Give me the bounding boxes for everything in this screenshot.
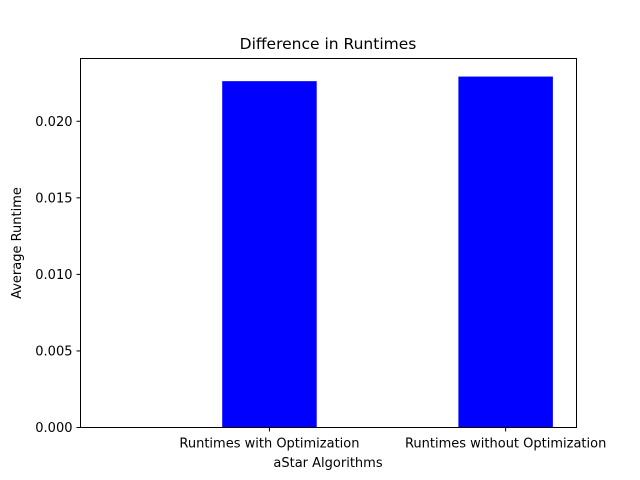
y-tick-label: 0.005 — [35, 344, 72, 359]
x-tick-label: Runtimes without Optimization — [405, 437, 606, 452]
bar-series — [222, 76, 553, 428]
x-axis: Runtimes with Optimization Runtimes witho… — [179, 427, 606, 452]
chart-title: Difference in Runtimes — [240, 35, 417, 53]
y-axis: 0.000 0.005 0.010 0.015 0.020 — [35, 115, 81, 436]
bar — [222, 81, 317, 428]
y-tick-label: 0.015 — [35, 191, 72, 206]
y-tick-label: 0.020 — [35, 115, 72, 130]
y-axis-label: Average Runtime — [10, 187, 25, 299]
y-tick-label: 0.000 — [35, 421, 72, 436]
x-axis-label: aStar Algorithms — [273, 456, 382, 471]
plot-frame — [80, 58, 577, 428]
bar — [458, 76, 553, 428]
y-tick-label: 0.010 — [35, 268, 72, 283]
x-tick-label: Runtimes with Optimization — [179, 437, 359, 452]
